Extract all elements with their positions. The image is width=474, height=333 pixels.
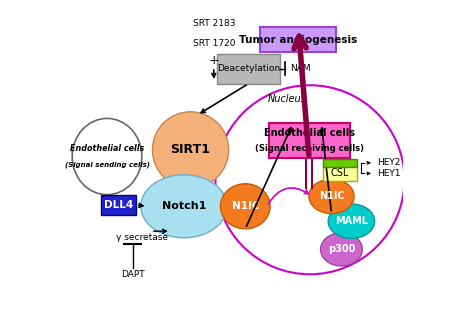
Text: DAPT: DAPT [121,270,145,279]
Text: Endothelial cells: Endothelial cells [264,128,355,138]
Bar [101,195,136,214]
Text: N1IC: N1IC [319,191,344,201]
Ellipse shape [320,233,362,266]
Ellipse shape [153,112,229,188]
Text: γ secretase: γ secretase [117,233,168,242]
Text: p300: p300 [328,244,355,254]
Ellipse shape [72,119,142,195]
Text: N1IC: N1IC [231,201,259,211]
Bar [260,27,337,52]
Text: SRT 2183: SRT 2183 [192,19,235,28]
Bar [322,166,357,181]
Ellipse shape [328,204,374,238]
Text: MAML: MAML [335,216,368,226]
Text: HEY2: HEY2 [377,159,401,167]
Text: +: + [209,54,219,67]
Text: Notch1: Notch1 [162,201,206,211]
Bar [322,159,357,166]
Bar [268,124,350,158]
Text: SRT 1720: SRT 1720 [192,39,235,48]
Text: Deacetylation: Deacetylation [217,64,280,73]
Text: Endothelial cells: Endothelial cells [70,144,144,153]
Text: Tumor angiogenesis: Tumor angiogenesis [239,35,357,45]
Text: SIRT1: SIRT1 [171,144,210,157]
Ellipse shape [220,184,270,229]
Text: (Signal sending cells): (Signal sending cells) [64,162,149,168]
Text: DLL4: DLL4 [104,200,133,210]
Text: (Signal receiving cells): (Signal receiving cells) [255,144,364,153]
Text: Nucleus: Nucleus [267,94,306,104]
Bar [217,54,280,84]
Ellipse shape [141,175,227,238]
Text: NAM: NAM [290,64,310,73]
Text: HEY1: HEY1 [377,169,401,178]
Text: CSL: CSL [331,168,349,178]
Ellipse shape [309,179,354,213]
